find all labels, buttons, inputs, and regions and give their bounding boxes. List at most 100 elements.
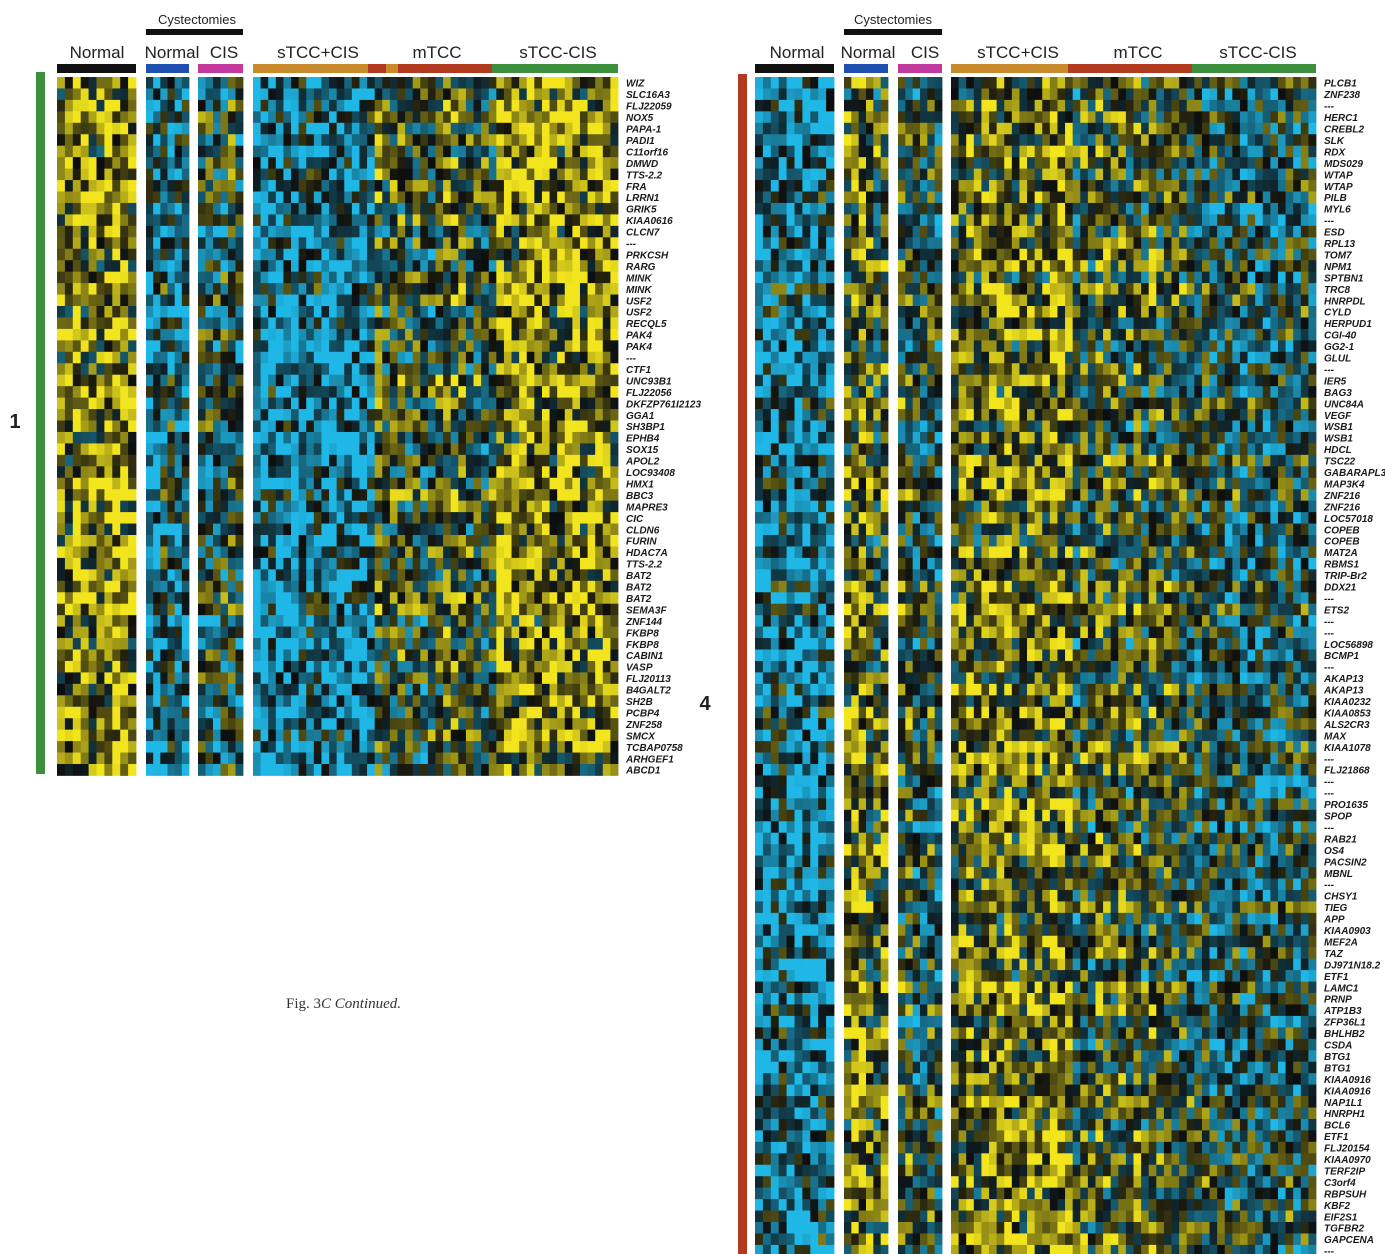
cluster1-heatmap-cell xyxy=(283,431,292,444)
cluster1-heatmap-cell xyxy=(275,157,284,169)
cluster4-heatmap-cell xyxy=(778,981,787,994)
cluster1-heatmap-cell xyxy=(420,672,429,685)
cluster1-heatmap-cell xyxy=(526,386,535,398)
cluster1-heatmap-cell xyxy=(420,363,429,376)
cluster1-heatmap-cell xyxy=(329,99,338,112)
cluster1-heatmap-cell xyxy=(128,122,137,135)
cluster1-heatmap-cell xyxy=(503,317,512,330)
cluster1-heatmap-cell xyxy=(595,638,604,650)
cluster1-heatmap-cell xyxy=(329,454,338,467)
cluster1-heatmap-cell xyxy=(260,557,269,570)
cluster1-heatmap-cell xyxy=(412,466,421,479)
cluster1-heatmap-cell xyxy=(503,111,512,124)
cluster1-heatmap-cell xyxy=(427,557,436,570)
cluster1-heatmap-cell xyxy=(610,546,619,559)
cluster1-heatmap-cell xyxy=(481,306,490,318)
cluster1-heatmap-cell xyxy=(153,77,161,89)
cluster1-heatmap-cell xyxy=(572,729,581,742)
cluster1-heatmap-cell xyxy=(336,443,345,456)
cluster1-heatmap-cell xyxy=(412,397,421,410)
cluster1-heatmap-cell xyxy=(465,443,474,456)
cluster4-heatmap-cell xyxy=(762,1015,772,1028)
cluster4-heatmap-cell xyxy=(762,363,772,376)
cluster1-heatmap-cell xyxy=(72,420,82,433)
cluster1-heatmap-cell xyxy=(465,546,474,559)
cluster1-heatmap-cell xyxy=(564,454,573,467)
cluster1-heatmap-cell xyxy=(321,271,330,284)
cluster1-heatmap-cell xyxy=(336,615,345,627)
cluster1-heatmap-cell xyxy=(198,431,206,444)
cluster1-heatmap-cell xyxy=(198,283,206,295)
cluster1-heatmap-cell xyxy=(481,145,490,158)
cluster1-heatmap-cell xyxy=(427,351,436,364)
cluster1-heatmap-cell xyxy=(564,683,573,696)
cluster1-heatmap-cell xyxy=(405,477,414,490)
cluster1-heatmap-cell xyxy=(473,397,482,410)
cluster1-heatmap-cell xyxy=(435,615,444,627)
cluster1-heatmap-cell xyxy=(57,271,66,284)
cluster4-heatmap-cell xyxy=(778,1073,787,1085)
cluster4-heatmap-cell xyxy=(794,294,803,307)
cluster1-heatmap-cell xyxy=(519,168,528,181)
cluster1-heatmap-cell xyxy=(450,752,459,765)
cluster1-heatmap-cell xyxy=(104,88,113,101)
cluster1-heatmap-cell xyxy=(519,294,528,307)
cluster1-heatmap-cell xyxy=(526,145,535,158)
cluster1-heatmap-cell xyxy=(359,363,368,376)
cluster1-heatmap-cell xyxy=(174,638,183,650)
cluster4-heatmap-cell xyxy=(778,1233,787,1246)
cluster1-heatmap-cell xyxy=(450,638,459,650)
cluster1-heatmap-cell xyxy=(198,157,206,169)
cluster1-heatmap-cell xyxy=(321,294,330,307)
cluster1-heatmap-cell xyxy=(306,466,315,479)
cluster1-heatmap-cell xyxy=(198,695,206,708)
cluster1-heatmap-cell xyxy=(443,271,452,284)
cluster1-heatmap-cell xyxy=(321,225,330,238)
cluster1-heatmap-cell xyxy=(435,88,444,101)
cluster4-heatmap-cell xyxy=(786,1038,795,1051)
cluster4-heatmap-cell xyxy=(755,1038,764,1051)
cluster1-heatmap-cell xyxy=(96,489,105,502)
cluster1-heatmap-cell xyxy=(96,351,105,364)
cluster1-heatmap-cell xyxy=(397,157,406,169)
cluster1-heatmap-cell xyxy=(397,523,406,536)
cluster1-heatmap-cell xyxy=(359,145,368,158)
cluster1-heatmap-cell xyxy=(306,649,315,662)
cluster1-heatmap-cell xyxy=(610,752,619,765)
cluster1-heatmap-cell xyxy=(213,157,221,169)
cluster1-heatmap-cell xyxy=(275,489,284,502)
cluster1-heatmap-cell xyxy=(610,397,619,410)
cluster1-heatmap-cell xyxy=(313,695,322,708)
cluster1-heatmap-cell xyxy=(557,420,566,433)
cluster1-heatmap-cell xyxy=(359,718,368,731)
cluster1-heatmap-cell xyxy=(228,99,236,112)
cluster1-heatmap-cell xyxy=(88,683,97,696)
cluster1-heatmap-cell xyxy=(572,569,581,582)
cluster4-heatmap-cell xyxy=(794,580,803,593)
cluster1-heatmap-cell xyxy=(397,615,406,627)
cluster1-heatmap-cell xyxy=(298,145,307,158)
cluster1-heatmap-cell xyxy=(496,157,505,169)
cluster1-heatmap-cell xyxy=(557,752,566,765)
cluster4-heatmap-cell xyxy=(778,638,787,650)
cluster1-heatmap-cell xyxy=(427,420,436,433)
cluster1-super-header: Cystectomies xyxy=(158,12,237,27)
cluster1-heatmap-cell xyxy=(72,386,82,398)
cluster1-heatmap-cell xyxy=(160,569,168,582)
cluster1-heatmap-cell xyxy=(313,248,322,261)
cluster1-heatmap-cell xyxy=(564,535,573,547)
cluster1-heatmap-cell xyxy=(128,202,137,215)
cluster4-heatmap-cell xyxy=(786,958,795,971)
cluster4-heatmap-cell xyxy=(786,592,795,605)
cluster1-heatmap-cell xyxy=(344,649,353,662)
cluster1-heatmap-cell xyxy=(587,557,596,570)
cluster1-heatmap-cell xyxy=(541,603,550,616)
cluster1-heatmap-cell xyxy=(359,523,368,536)
cluster1-heatmap-cell xyxy=(427,409,436,421)
cluster1-heatmap-cell xyxy=(153,660,161,673)
cluster1-heatmap-cell xyxy=(572,306,581,318)
cluster1-heatmap-cell xyxy=(465,741,474,753)
cluster1-heatmap-cell xyxy=(488,660,497,673)
cluster4-heatmap-cell xyxy=(755,1084,764,1097)
cluster1-heatmap-cell xyxy=(153,363,161,376)
